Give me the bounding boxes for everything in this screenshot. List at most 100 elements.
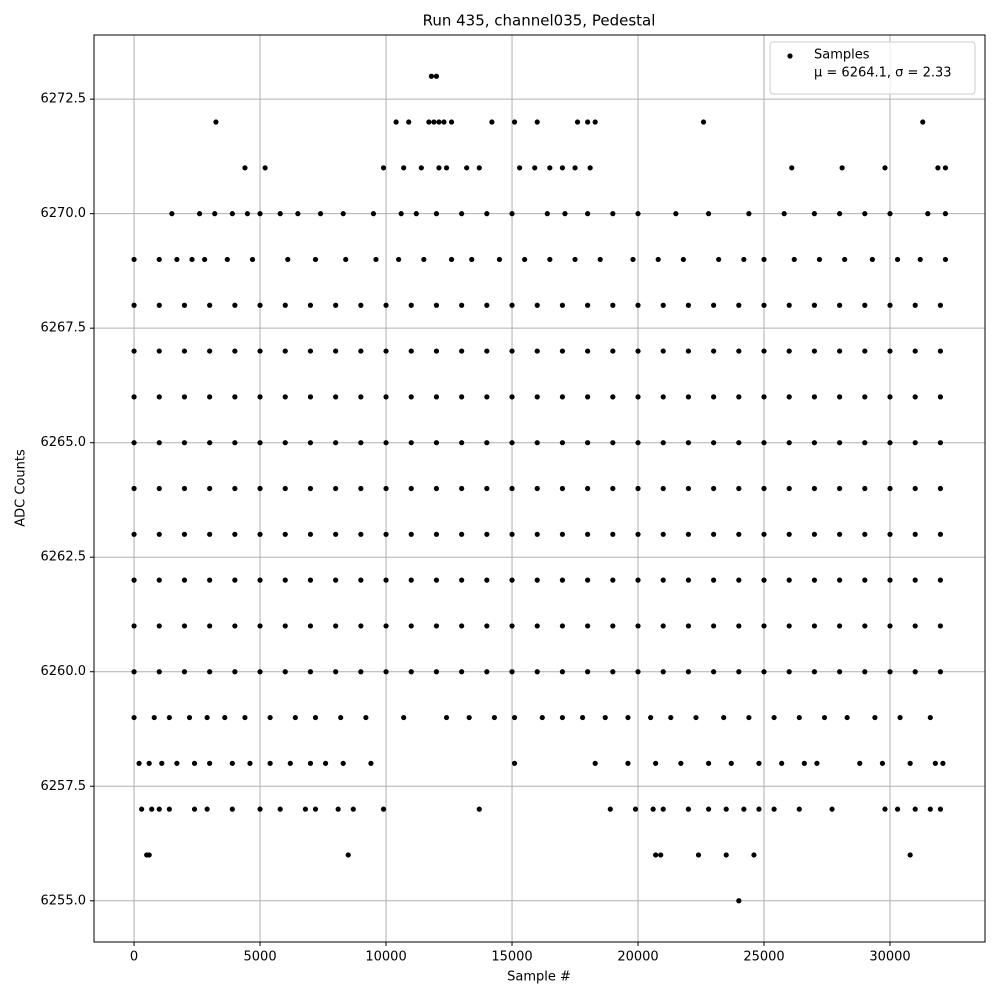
point — [635, 348, 641, 354]
point — [196, 211, 203, 217]
point — [534, 348, 540, 354]
point — [912, 806, 918, 812]
point — [370, 211, 377, 217]
point — [648, 714, 654, 721]
point — [862, 669, 868, 675]
point — [562, 211, 568, 217]
point — [358, 302, 364, 308]
point — [660, 669, 666, 675]
point — [156, 669, 162, 675]
legend: Samples μ = 6264.1, σ = 2.33 — [769, 41, 976, 95]
point — [522, 256, 528, 263]
point — [932, 760, 938, 766]
point — [338, 714, 344, 721]
point — [592, 119, 598, 125]
point — [317, 211, 324, 217]
point — [433, 577, 440, 583]
point — [418, 165, 424, 171]
point — [610, 577, 616, 583]
point — [559, 440, 566, 446]
point — [383, 669, 389, 675]
point — [786, 531, 792, 537]
point — [312, 806, 319, 812]
point — [705, 806, 712, 812]
point — [408, 485, 414, 492]
point — [869, 256, 875, 263]
point — [307, 348, 314, 354]
legend-box — [769, 41, 976, 95]
point — [711, 348, 717, 354]
point — [257, 669, 263, 675]
point — [887, 485, 893, 492]
point — [534, 669, 540, 675]
point — [322, 760, 329, 766]
point — [333, 394, 339, 400]
point — [862, 485, 868, 492]
point — [685, 669, 692, 675]
point — [887, 623, 893, 629]
point — [257, 302, 263, 308]
point — [307, 440, 314, 446]
point — [660, 485, 666, 492]
point — [912, 485, 918, 492]
point — [181, 394, 188, 400]
point — [131, 714, 137, 721]
point — [459, 485, 465, 492]
point — [837, 623, 843, 629]
point — [942, 256, 949, 263]
point — [383, 577, 389, 583]
point — [559, 348, 566, 354]
point — [136, 760, 142, 766]
point — [232, 485, 238, 492]
point — [660, 348, 666, 354]
point — [433, 348, 440, 354]
point — [333, 440, 339, 446]
point — [572, 165, 578, 171]
point — [607, 806, 613, 812]
point — [408, 394, 414, 400]
point — [408, 669, 414, 675]
point — [660, 531, 666, 537]
y-tick-label: 6270.0 — [41, 206, 87, 221]
point — [333, 302, 339, 308]
point — [635, 485, 641, 492]
point — [282, 485, 288, 492]
point — [585, 623, 591, 629]
point — [912, 669, 918, 675]
point — [484, 302, 490, 308]
point — [837, 394, 843, 400]
point — [660, 394, 666, 400]
point — [887, 211, 893, 217]
point — [433, 485, 440, 492]
point — [635, 440, 641, 446]
point — [383, 440, 389, 446]
point — [927, 806, 933, 812]
point — [207, 302, 213, 308]
point — [166, 806, 172, 812]
point — [398, 211, 404, 217]
point — [146, 852, 152, 858]
point — [761, 348, 767, 354]
point — [660, 623, 666, 629]
point — [937, 394, 943, 400]
point — [380, 165, 387, 171]
point — [635, 531, 641, 537]
point — [736, 577, 742, 583]
point — [736, 302, 742, 308]
x-axis-label: Sample # — [507, 970, 571, 985]
y-tick-label: 6257.5 — [41, 779, 87, 794]
point — [894, 806, 901, 812]
point — [433, 623, 440, 629]
point — [232, 348, 238, 354]
point — [433, 211, 440, 217]
point — [585, 348, 591, 354]
point — [837, 577, 843, 583]
point — [383, 302, 389, 308]
point — [207, 348, 213, 354]
point — [202, 256, 208, 263]
point — [131, 669, 137, 675]
point — [937, 669, 943, 675]
point — [229, 806, 235, 812]
point — [940, 760, 946, 766]
point — [700, 119, 707, 125]
